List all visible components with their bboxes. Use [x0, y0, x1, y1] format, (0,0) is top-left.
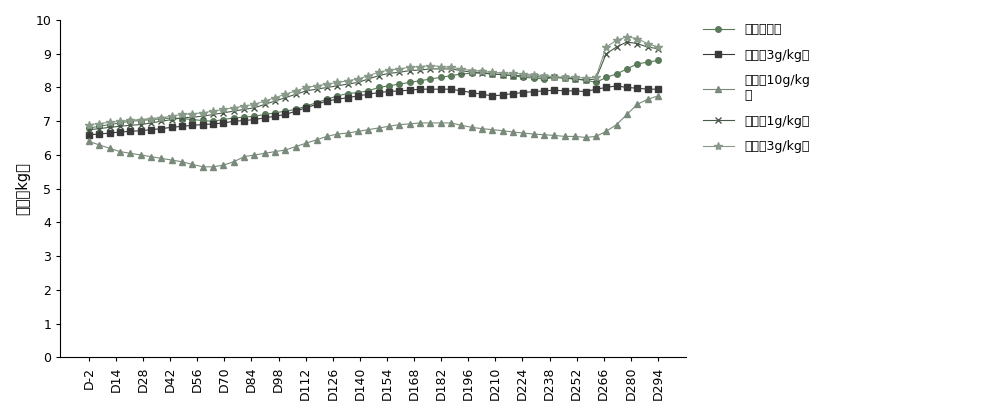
阴性对照组 [455, 71, 467, 76]
Legend: 阴性对照组, 原工艺3g/kg组, 原工艺10g/kg
组, 新工艺1g/kg组, 新工艺3g/kg组: 阴性对照组, 原工艺3g/kg组, 原工艺10g/kg 组, 新工艺1g/kg组… [699, 20, 814, 157]
原工艺10g/kg
组 [83, 139, 95, 144]
原工艺3g/kg组 [652, 87, 664, 92]
原工艺10g/kg
组 [300, 141, 312, 146]
新工艺1g/kg组 [93, 126, 105, 131]
新工艺1g/kg组 [83, 127, 95, 132]
原工艺3g/kg组 [290, 109, 302, 114]
阴性对照组 [652, 58, 664, 63]
原工艺3g/kg组 [435, 87, 447, 92]
Y-axis label: 体重（kg）: 体重（kg） [15, 162, 30, 215]
Line: 新工艺1g/kg组: 新工艺1g/kg组 [86, 39, 661, 132]
阴性对照组 [517, 75, 529, 80]
新工艺3g/kg组 [83, 122, 95, 127]
原工艺10g/kg
组 [197, 164, 209, 169]
新工艺3g/kg组 [93, 121, 105, 126]
新工艺1g/kg组 [404, 68, 416, 73]
新工艺1g/kg组 [652, 46, 664, 51]
新工艺1g/kg组 [435, 66, 447, 71]
Line: 阴性对照组: 阴性对照组 [86, 58, 661, 131]
阴性对照组 [290, 107, 302, 112]
新工艺1g/kg组 [290, 92, 302, 97]
原工艺10g/kg
组 [652, 93, 664, 98]
新工艺3g/kg组 [435, 64, 447, 69]
新工艺1g/kg组 [621, 39, 633, 44]
原工艺3g/kg组 [404, 88, 416, 93]
Line: 原工艺10g/kg
组: 原工艺10g/kg 组 [86, 93, 661, 170]
新工艺1g/kg组 [455, 68, 467, 73]
原工艺10g/kg
组 [466, 125, 478, 130]
原工艺3g/kg组 [517, 90, 529, 95]
阴性对照组 [83, 125, 95, 130]
Line: 原工艺3g/kg组: 原工艺3g/kg组 [86, 83, 661, 137]
新工艺1g/kg组 [517, 73, 529, 78]
新工艺3g/kg组 [621, 34, 633, 39]
新工艺3g/kg组 [404, 65, 416, 70]
阴性对照组 [404, 80, 416, 85]
原工艺3g/kg组 [83, 132, 95, 137]
原工艺3g/kg组 [611, 83, 623, 88]
新工艺3g/kg组 [290, 88, 302, 93]
原工艺10g/kg
组 [445, 120, 457, 125]
原工艺10g/kg
组 [414, 120, 426, 125]
原工艺3g/kg组 [93, 132, 105, 137]
新工艺3g/kg组 [517, 71, 529, 76]
新工艺3g/kg组 [455, 66, 467, 71]
新工艺3g/kg组 [652, 44, 664, 49]
原工艺10g/kg
组 [93, 142, 105, 147]
阴性对照组 [435, 75, 447, 80]
阴性对照组 [93, 124, 105, 129]
Line: 新工艺3g/kg组: 新工艺3g/kg组 [85, 33, 662, 129]
原工艺10g/kg
组 [528, 132, 540, 137]
原工艺3g/kg组 [455, 88, 467, 93]
